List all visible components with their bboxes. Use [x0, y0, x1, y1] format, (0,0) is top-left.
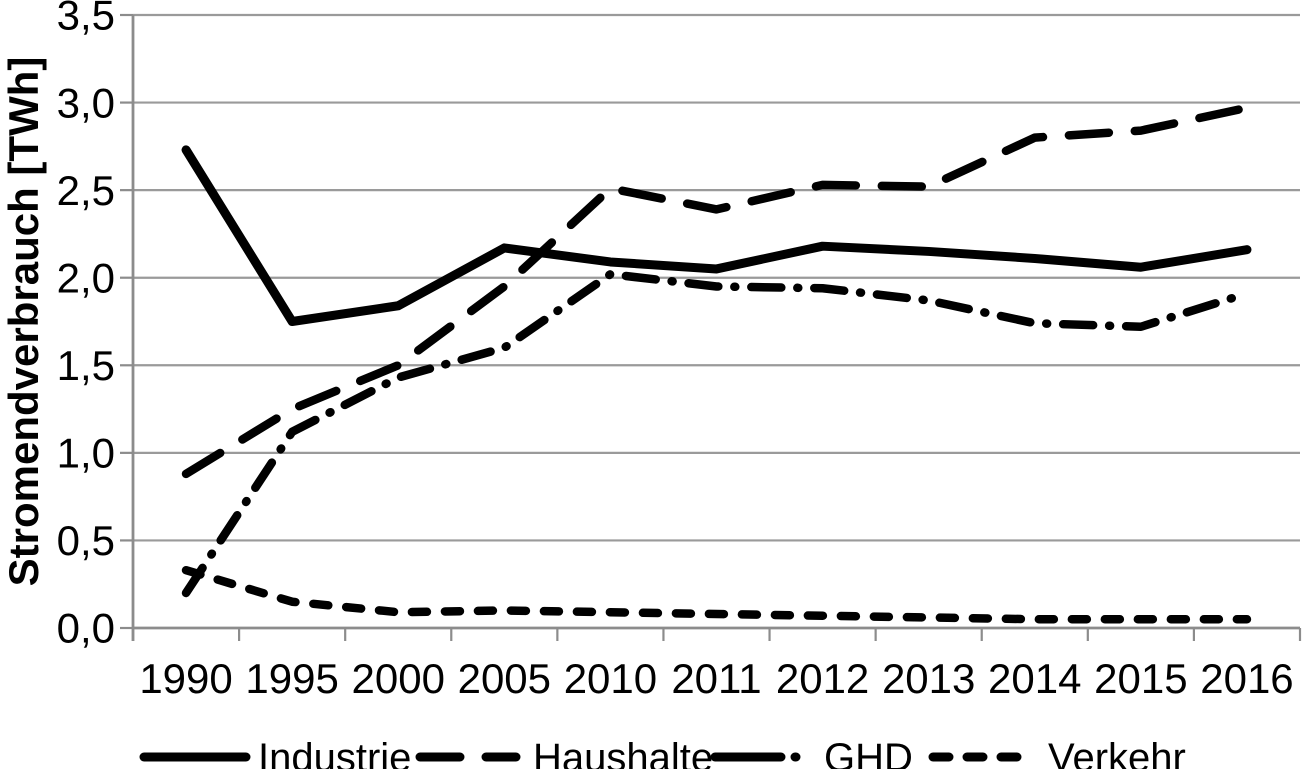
legend-item-verkehr: Verkehr	[928, 736, 1186, 769]
legend-label-industrie: Industrie	[258, 736, 411, 769]
y-tick-labels: 0,0 0,5 1,0 1,5 2,0 2,5 3,0 3,5	[57, 0, 115, 652]
axis-ticks	[120, 13, 1302, 641]
y-tick-label: 0,5	[57, 517, 115, 564]
legend-label-verkehr: Verkehr	[1048, 736, 1186, 769]
y-tick-label: 2,5	[57, 167, 115, 214]
legend-item-haushalte: Haushalte	[415, 736, 713, 769]
y-axis-title: Stromendverbrauch [TWh]	[0, 57, 47, 587]
legend: Industrie Haushalte GHD Verkehr	[139, 736, 1186, 769]
series-line-verkehr	[181, 565, 1252, 624]
x-tick-label: 2011	[671, 655, 761, 702]
x-tick-label: 1990	[139, 655, 232, 702]
y-tick-label: 1,0	[57, 430, 115, 477]
x-tick-label: 2010	[564, 655, 657, 702]
x-tick-label: 2016	[1200, 655, 1293, 702]
y-tick-label: 3,0	[57, 79, 115, 126]
legend-item-industrie: Industrie	[139, 736, 411, 769]
series-lines	[181, 103, 1252, 624]
legend-label-haushalte: Haushalte	[533, 736, 713, 769]
y-tick-label: 0,0	[57, 605, 115, 652]
x-tick-label: 2000	[352, 655, 445, 702]
x-tick-label: 2012	[776, 655, 869, 702]
x-tick-label: 2013	[882, 655, 975, 702]
series-line-ghd	[181, 269, 1252, 598]
series-line-industrie	[181, 145, 1252, 326]
y-tick-label: 2,0	[57, 254, 115, 301]
legend-item-ghd: GHD	[710, 736, 913, 769]
x-tick-label: 2005	[458, 655, 551, 702]
x-tick-labels: 1990 1995 2000 2005 2010 2011 2012 2013 2014 2015…	[139, 655, 1293, 702]
gridlines	[133, 13, 1300, 542]
x-tick-label: 2014	[988, 655, 1081, 702]
x-tick-label: 1995	[245, 655, 338, 702]
y-tick-label: 1,5	[57, 342, 115, 389]
legend-label-ghd: GHD	[824, 736, 913, 769]
x-tick-label: 2015	[1094, 655, 1187, 702]
y-tick-label: 3,5	[57, 0, 115, 39]
series-line-haushalte	[181, 103, 1252, 479]
